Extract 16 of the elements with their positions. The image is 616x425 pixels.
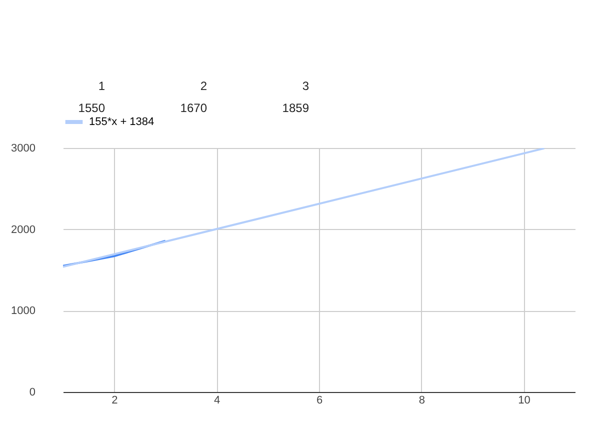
legend-label: 155*x + 1384 [89,116,154,128]
y-tick-label: 2000 [11,224,36,236]
y-tick-label: 3000 [11,142,36,154]
text: 2 [200,79,208,93]
x-tick-label: 6 [316,394,323,406]
x-tick-label: 8 [418,394,425,406]
x-tick-label: 2 [112,394,118,406]
text: 1859 [282,101,310,115]
text: 3 [302,79,310,93]
text: 1550 [78,101,106,115]
x-tick-label: 4 [214,394,220,406]
text: 1670 [180,101,208,115]
y-tick-label: 0 [29,386,36,398]
text: 1 [98,79,106,93]
y-tick-label: 1000 [11,305,36,318]
x-tick-label: 10 [518,394,530,406]
